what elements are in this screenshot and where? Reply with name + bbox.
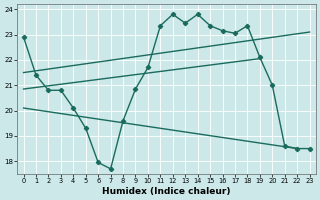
X-axis label: Humidex (Indice chaleur): Humidex (Indice chaleur) (102, 187, 231, 196)
